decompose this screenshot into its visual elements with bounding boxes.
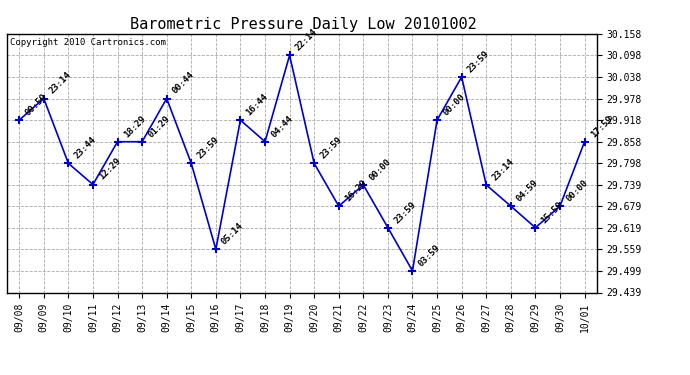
- Text: Copyright 2010 Cartronics.com: Copyright 2010 Cartronics.com: [10, 38, 166, 46]
- Text: Barometric Pressure Daily Low 20101002: Barometric Pressure Daily Low 20101002: [130, 17, 477, 32]
- Text: 23:14: 23:14: [48, 70, 73, 96]
- Text: 04:59: 04:59: [515, 178, 540, 203]
- Text: 23:59: 23:59: [195, 135, 221, 160]
- Text: 16:29: 16:29: [343, 178, 368, 203]
- Text: 23:59: 23:59: [392, 200, 417, 225]
- Text: 15:59: 15:59: [540, 200, 565, 225]
- Text: 23:59: 23:59: [318, 135, 344, 160]
- Text: 00:00: 00:00: [441, 92, 466, 117]
- Text: 01:29: 01:29: [146, 114, 172, 139]
- Text: 03:59: 03:59: [417, 243, 442, 268]
- Text: 23:14: 23:14: [491, 157, 515, 182]
- Text: 04:44: 04:44: [269, 114, 295, 139]
- Text: 12:29: 12:29: [97, 156, 122, 182]
- Text: 18:29: 18:29: [121, 114, 147, 139]
- Text: 22:14: 22:14: [294, 27, 319, 53]
- Text: 17:59: 17:59: [589, 114, 614, 139]
- Text: 00:00: 00:00: [368, 157, 393, 182]
- Text: 00:59: 00:59: [23, 92, 49, 117]
- Text: 23:59: 23:59: [466, 49, 491, 74]
- Text: 23:44: 23:44: [72, 135, 98, 160]
- Text: 00:00: 00:00: [564, 178, 589, 203]
- Text: 05:14: 05:14: [220, 221, 246, 246]
- Text: 16:44: 16:44: [244, 92, 270, 117]
- Text: 00:44: 00:44: [171, 70, 196, 96]
